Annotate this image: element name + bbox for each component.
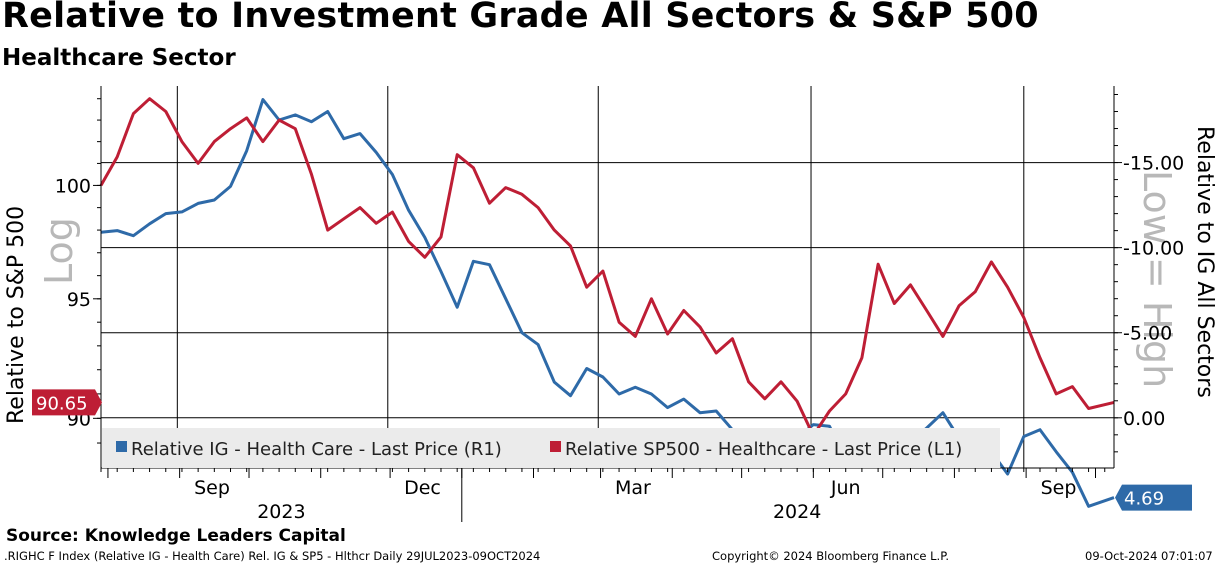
left-last-value-badge	[32, 389, 102, 416]
left-last-value-text: 90.65	[36, 393, 88, 414]
chart-title: Relative to Investment Grade All Sectors…	[2, 0, 1039, 36]
chart-subtitle: Healthcare Sector	[2, 45, 236, 71]
last-value-badges: 90.65 4.69	[32, 389, 1192, 511]
left-tick-label-0: 100	[55, 175, 91, 197]
series-line-sp500	[99, 97, 1115, 438]
left-tick-label-1: 95	[67, 289, 91, 311]
x-month-label-1: Dec	[404, 477, 441, 499]
series-lines	[99, 97, 1115, 508]
right-tick-label-2: -5.00	[1123, 323, 1172, 345]
log-watermark: Log	[37, 217, 81, 285]
right-last-value-badge	[1115, 484, 1192, 511]
left-axis-label: Relative to S&P 500	[4, 206, 29, 424]
x-month-label-4: Sep	[1041, 477, 1077, 499]
legend: Relative IG - Health Care - Last Price (…	[102, 428, 1000, 468]
right-axis-label: Relative to IG All Sectors	[1192, 126, 1217, 398]
low-equals-high-watermark: Low = High	[1135, 170, 1179, 388]
timestamp: 09-Oct-2024 07:01:07	[1085, 549, 1213, 563]
x-month-label-3: Jun	[830, 477, 861, 499]
series-line-ig	[100, 98, 1115, 508]
legend-label-sp500: Relative SP500 - Healthcare - Last Price…	[565, 439, 962, 460]
source-note: Source: Knowledge Leaders Capital	[6, 526, 346, 546]
x-year-label-0: 2023	[257, 501, 305, 523]
right-tick-label-0: -15.00	[1123, 153, 1184, 175]
ticker-description: .RIGHC F Index (Relative IG - Health Car…	[4, 549, 541, 563]
plot-area	[101, 86, 1114, 468]
right-tick-label-1: -10.00	[1123, 238, 1184, 260]
right-last-value-text: 4.69	[1124, 489, 1164, 510]
legend-label-ig: Relative IG - Health Care - Last Price (…	[131, 439, 502, 460]
x-month-label-2: Mar	[615, 477, 651, 499]
copyright: Copyright© 2024 Bloomberg Finance L.P.	[712, 549, 949, 563]
x-year-label-1: 2024	[773, 501, 821, 523]
legend-swatch-sp500	[550, 441, 561, 452]
x-month-label-0: Sep	[194, 477, 230, 499]
legend-swatch-ig	[116, 441, 127, 452]
right-tick-label-3: 0.00	[1123, 408, 1165, 430]
